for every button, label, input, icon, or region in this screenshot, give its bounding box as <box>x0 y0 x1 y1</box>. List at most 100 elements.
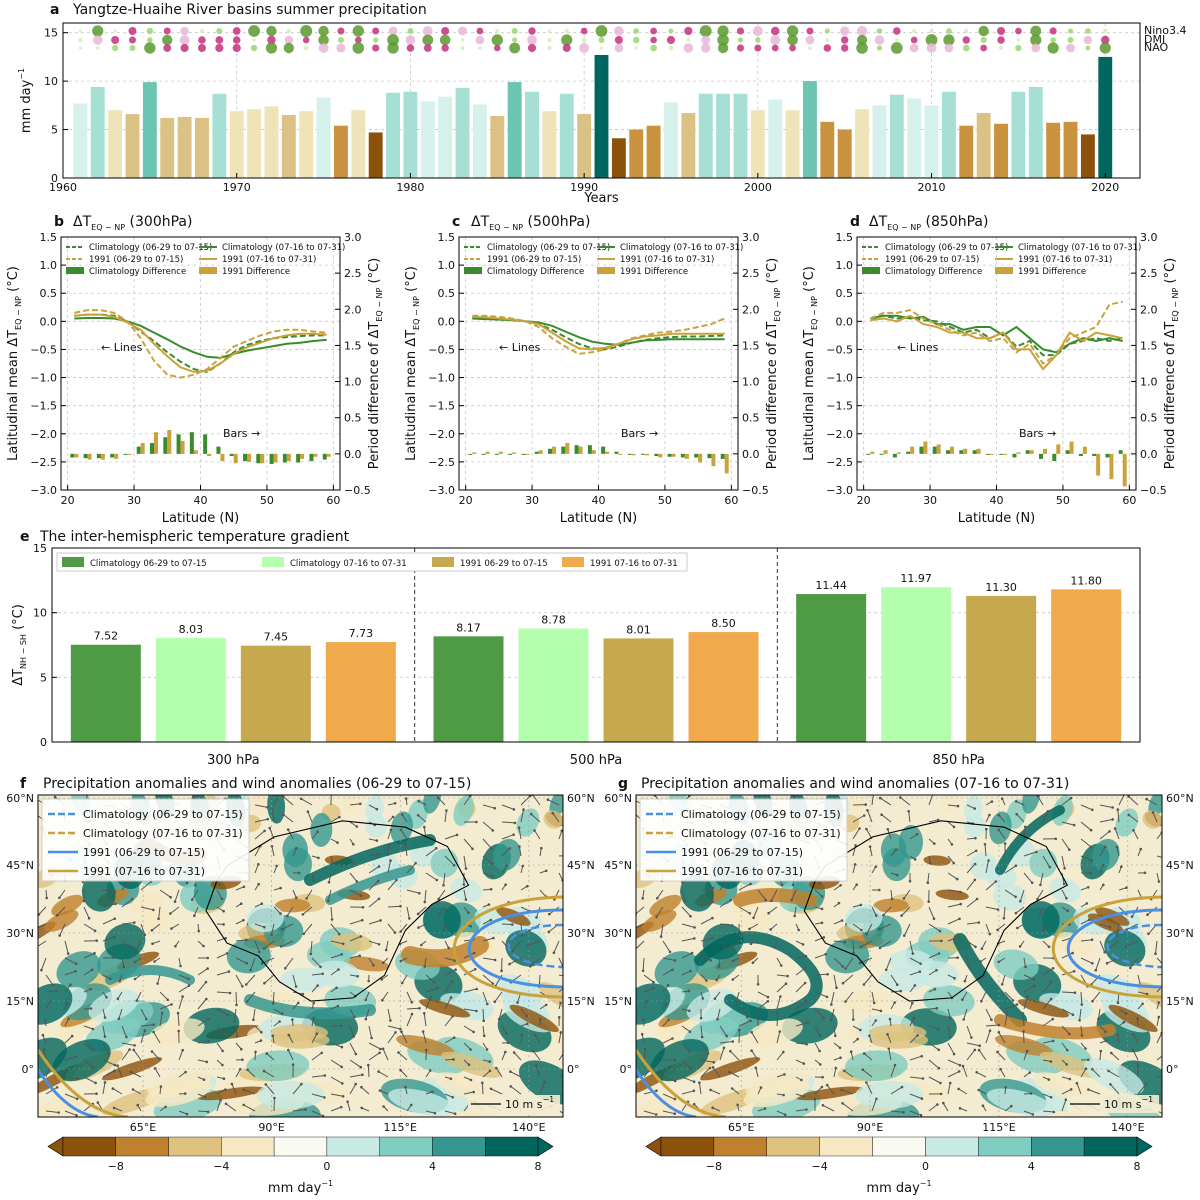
wind-arrow-head <box>114 902 117 906</box>
wind-arrow-head <box>874 1019 878 1022</box>
map-legend: Climatology (06-29 to 07-15)Climatology … <box>639 798 848 882</box>
colorbar-segment <box>925 1136 979 1157</box>
anomaly-field <box>38 795 563 1117</box>
anomaly-patch <box>993 949 1039 980</box>
wind-arrow <box>985 881 997 891</box>
wind-arrow <box>642 957 645 971</box>
legend-swatch <box>66 267 84 274</box>
diff-bar <box>587 445 592 454</box>
wind-arrow <box>962 1065 968 1078</box>
wind-arrow <box>140 1008 147 1020</box>
anomaly-patch <box>419 999 471 1018</box>
wind-arrow-head <box>1004 1086 1007 1089</box>
wind-arrow-head <box>874 865 877 869</box>
wind-arrow-head <box>912 1016 915 1020</box>
wind-arrow-head <box>518 845 521 848</box>
wind-arrow <box>852 923 862 931</box>
wind-arrow <box>368 838 377 842</box>
wind-arrow-head <box>423 965 427 968</box>
anomaly-patch <box>423 901 461 939</box>
precip-bar <box>855 109 870 178</box>
wind-arrow-head <box>737 933 741 937</box>
legend-label: Climatology (06-29 to 07-15) <box>89 243 212 253</box>
wind-arrow-head <box>360 1085 363 1089</box>
wind-arrow <box>482 821 494 831</box>
y-tick-label-left: 1.5 <box>40 231 58 244</box>
wind-arrow-head <box>89 1007 93 1010</box>
index-dot <box>318 43 329 53</box>
wind-arrow-head <box>652 980 655 984</box>
wind-arrow <box>681 906 691 917</box>
wind-arrow <box>719 940 727 950</box>
wind-arrow-head <box>783 1113 787 1116</box>
wind-arrow-head <box>878 796 882 800</box>
anomaly-patch <box>1049 877 1081 903</box>
index-dot <box>475 35 485 45</box>
precip-bar <box>803 81 817 178</box>
wind-arrow <box>1061 1088 1072 1095</box>
precip-bar <box>594 54 609 178</box>
wind-arrow-head <box>977 1048 981 1052</box>
wind-arrow-head <box>181 995 184 998</box>
wind-arrow-head <box>133 977 137 981</box>
wind-arrow-head <box>469 1078 473 1082</box>
diff-bar <box>114 453 119 459</box>
wind-arrow-head <box>749 1019 752 1023</box>
index-dot <box>1084 28 1091 34</box>
lat-tick-label-left: 15°N <box>6 995 34 1008</box>
wind-arrow-head <box>547 930 551 934</box>
wind-arrow-head <box>1111 818 1114 821</box>
panel-label-f: f <box>20 776 27 792</box>
wind-arrow-head <box>784 982 788 985</box>
index-dot <box>890 42 903 54</box>
wind-arrow-head <box>469 1048 472 1051</box>
wind-arrow <box>498 1008 503 1020</box>
wind-arrow-head <box>801 943 805 946</box>
wind-arrow-head <box>337 932 341 936</box>
wind-arrow-head <box>252 1018 255 1022</box>
wind-arrow <box>121 940 132 948</box>
index-dot <box>787 34 798 46</box>
anomaly-patch <box>509 1004 559 1033</box>
wind-arrow <box>42 1034 47 1044</box>
wind-arrow-head <box>1087 1058 1090 1062</box>
wind-arrow <box>174 889 180 902</box>
wind-arrow-head <box>174 944 177 948</box>
index-dot <box>460 46 465 50</box>
gradient-bar <box>603 638 674 742</box>
wind-arrow-head <box>820 895 824 898</box>
wind-arrow <box>361 1107 370 1112</box>
legend-label: 1991 06-29 to 07-15 <box>460 559 548 569</box>
diff-bar <box>243 453 247 462</box>
wind-arrow <box>814 973 828 976</box>
wind-arrow-head <box>432 980 436 984</box>
wind-arrow-head <box>754 1066 758 1070</box>
wind-arrow-head <box>183 1092 187 1095</box>
diff-bar <box>645 453 649 456</box>
wind-arrow-head <box>92 1066 95 1070</box>
diff-bar <box>1105 453 1110 458</box>
lat-tick-label-right: 0° <box>567 1063 580 1076</box>
wind-arrow-head <box>205 997 208 1001</box>
wind-arrow <box>349 955 360 959</box>
diff-bar <box>959 450 964 454</box>
index-dot <box>840 44 849 52</box>
diff-bar <box>654 453 659 457</box>
lines-annotation: ← Lines <box>101 341 143 354</box>
wind-arrow-head <box>973 878 977 882</box>
anomaly-patch <box>330 933 373 952</box>
wind-arrow-head <box>1068 1032 1071 1036</box>
y-tick-label-right: −0.5 <box>344 484 371 497</box>
diff-bar <box>601 446 606 454</box>
wind-arrow-head <box>731 978 735 981</box>
lat-tick-label-left: 60°N <box>6 792 34 805</box>
series-line <box>472 314 726 355</box>
index-dot <box>786 25 799 37</box>
wind-arrow-head <box>35 813 38 816</box>
wind-arrow-head <box>166 998 169 1001</box>
precip-bar <box>281 115 296 178</box>
wind-arrow-head <box>70 1034 74 1038</box>
wind-arrow <box>862 1069 873 1078</box>
wind-arrow <box>947 903 961 908</box>
wind-arrow <box>425 847 437 857</box>
